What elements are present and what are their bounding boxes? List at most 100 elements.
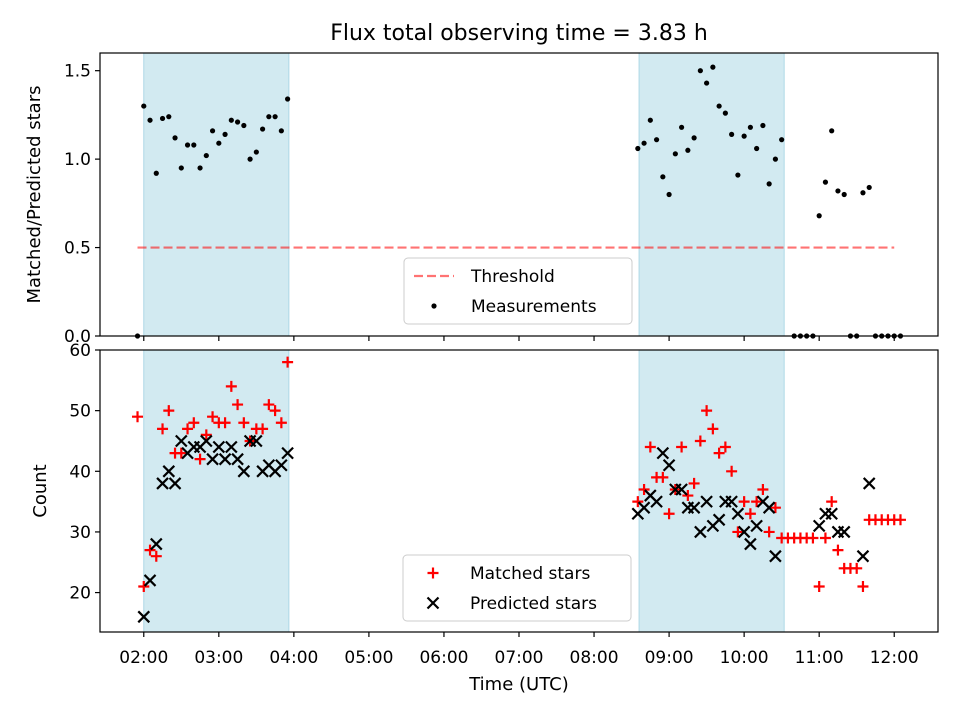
legend-swatch: [427, 567, 439, 579]
data-point: [716, 103, 722, 109]
data-point: [253, 149, 259, 155]
data-point: [219, 417, 231, 429]
y-tick-label: 0.0: [64, 327, 91, 347]
x-tick-label: 03:00: [194, 648, 243, 668]
data-point: [232, 399, 244, 411]
legend-box: [403, 257, 633, 325]
data-point: [694, 525, 707, 539]
data-point: [197, 165, 203, 171]
data-point: [163, 405, 175, 417]
data-point: [141, 103, 147, 109]
data-point: [175, 434, 188, 448]
data-point: [894, 514, 906, 526]
data-point: [837, 525, 851, 539]
data-point: [247, 156, 253, 162]
data-point: [194, 453, 206, 465]
data-point: [275, 417, 287, 429]
data-point: [741, 133, 747, 139]
data-point: [263, 399, 275, 411]
y-tick-label: 40: [69, 462, 91, 482]
data-point: [769, 549, 782, 563]
data-point: [762, 501, 776, 514]
data-point: [660, 174, 666, 180]
data-point: [191, 142, 197, 148]
data-point: [712, 513, 726, 527]
data-point: [156, 477, 169, 490]
data-point: [150, 550, 162, 562]
figure-title: Flux total observing time = 3.83 h: [330, 21, 708, 46]
data-point: [856, 549, 870, 563]
data-point: [172, 135, 178, 141]
data-point: [241, 122, 247, 129]
data-point: [829, 128, 835, 134]
data-point: [860, 190, 866, 196]
shaded-interval: [638, 52, 785, 337]
x-tick-label: 05:00: [344, 648, 393, 668]
data-point: [675, 483, 688, 496]
y-tick-label: 30: [69, 523, 91, 543]
data-point: [282, 356, 294, 368]
data-point: [132, 411, 144, 423]
y-tick-label: 1.5: [64, 62, 91, 82]
data-point: [259, 126, 266, 132]
data-point: [682, 490, 694, 502]
data-point: [832, 544, 844, 556]
data-point: [707, 423, 719, 435]
data-point: [760, 122, 766, 129]
data-point: [228, 117, 234, 123]
data-point: [234, 119, 241, 125]
y-tick-label: 50: [69, 402, 91, 422]
x-tick-label: 10:00: [720, 648, 769, 668]
data-point: [275, 458, 288, 472]
x-tick-label: 11:00: [795, 648, 844, 668]
data-point: [150, 537, 163, 551]
data-point: [866, 184, 872, 191]
data-point: [663, 508, 675, 520]
data-point: [225, 440, 238, 454]
data-point: [704, 80, 710, 86]
data-point: [688, 477, 700, 489]
data-point: [188, 417, 200, 429]
data-point: [738, 496, 750, 508]
data-point: [722, 110, 728, 116]
legend-swatch: [426, 596, 440, 610]
data-point: [672, 151, 678, 157]
data-point: [700, 495, 713, 508]
data-point: [278, 128, 284, 134]
data-point: [641, 140, 647, 146]
data-point: [750, 519, 763, 533]
data-point: [763, 526, 775, 538]
x-tick-label: 12:00: [870, 648, 919, 668]
data-point: [203, 152, 209, 159]
data-point: [757, 483, 769, 495]
data-point: [772, 156, 779, 162]
data-point: [701, 405, 713, 417]
data-point: [656, 446, 670, 460]
data-point: [231, 452, 244, 466]
shaded-interval: [638, 349, 785, 633]
data-point: [206, 452, 219, 466]
data-point: [285, 96, 291, 102]
data-point: [769, 502, 781, 514]
data-point: [209, 128, 216, 134]
data-point: [166, 114, 172, 120]
y-axis-label: Count: [30, 464, 51, 517]
data-point: [726, 465, 738, 477]
data-point: [162, 465, 176, 478]
data-point: [178, 165, 184, 171]
data-point: [678, 124, 685, 130]
data-point: [153, 170, 159, 176]
data-point: [779, 137, 785, 143]
data-point: [212, 440, 226, 454]
legend-box: [402, 554, 632, 622]
data-point: [731, 507, 745, 521]
data-point: [222, 131, 228, 137]
legend: Matched stars Predicted stars: [402, 554, 632, 622]
data-point: [225, 380, 237, 392]
data-point: [735, 172, 741, 178]
data-point: [257, 423, 269, 435]
data-point: [200, 429, 212, 441]
data-point: [841, 191, 847, 198]
data-point: [744, 537, 757, 551]
data-point: [272, 114, 278, 120]
